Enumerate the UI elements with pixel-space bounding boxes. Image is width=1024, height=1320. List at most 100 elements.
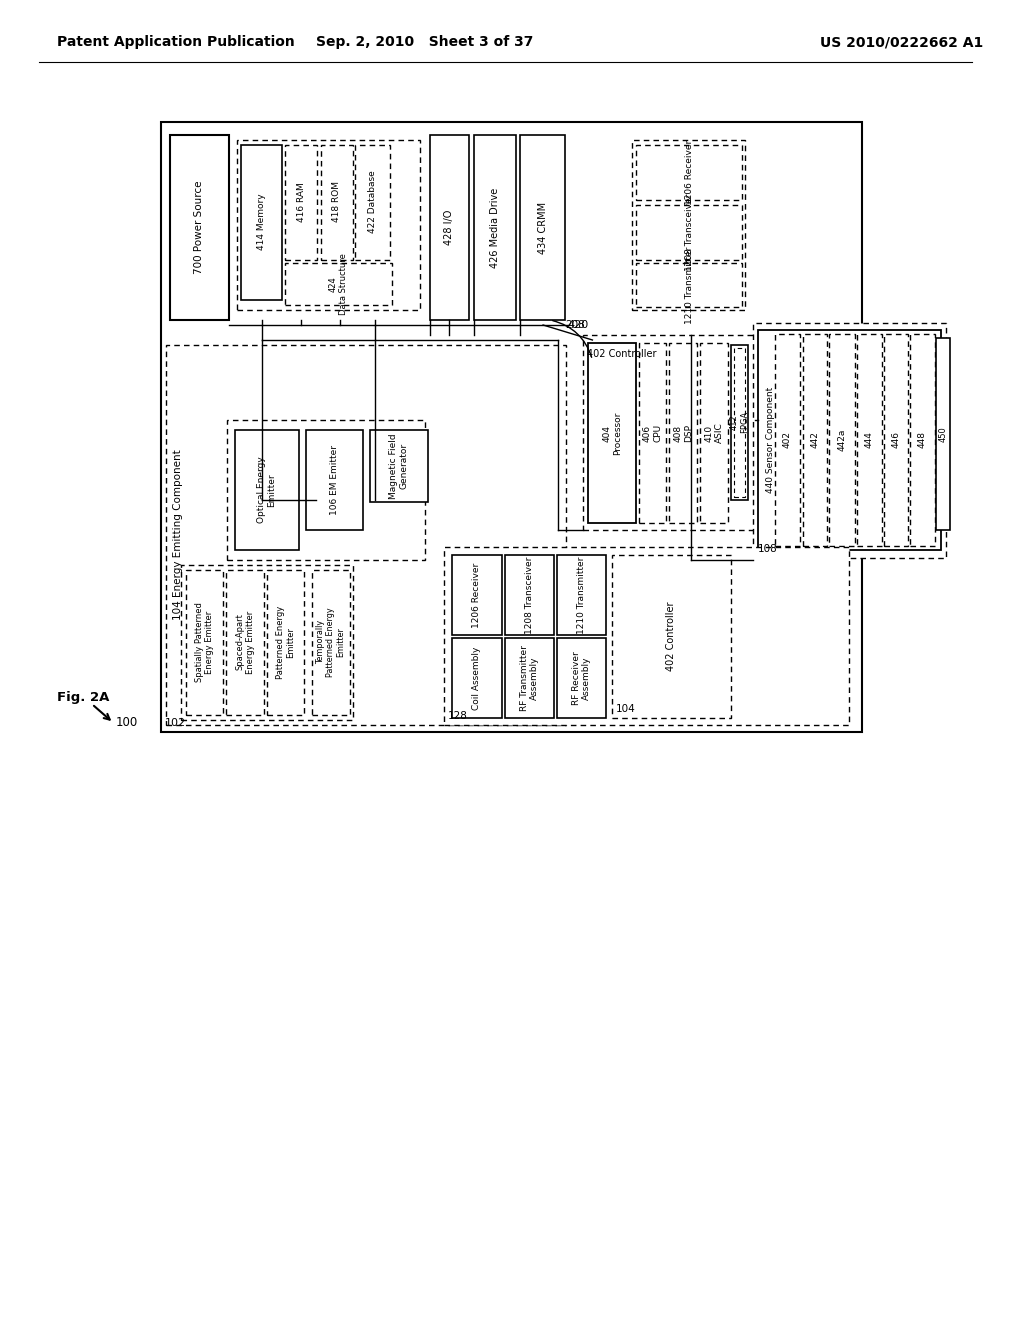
Text: 450: 450 — [938, 426, 947, 442]
Text: 1208 Transceiver: 1208 Transceiver — [524, 556, 534, 634]
Bar — [444, 546, 849, 725]
Text: 414 Memory: 414 Memory — [257, 194, 266, 251]
Bar — [312, 570, 349, 715]
Text: 1206 Receiver: 1206 Receiver — [685, 140, 693, 205]
Bar — [306, 430, 364, 531]
Text: 104: 104 — [616, 704, 636, 714]
Text: RF Transmitter
Assembly: RF Transmitter Assembly — [519, 645, 539, 711]
Bar — [612, 554, 731, 718]
Text: 440 Sensor Component: 440 Sensor Component — [766, 387, 775, 494]
Text: 108: 108 — [758, 544, 777, 554]
Bar — [355, 145, 390, 260]
Text: RF Receiver
Assembly: RF Receiver Assembly — [571, 651, 591, 705]
Text: 102: 102 — [165, 718, 186, 729]
Text: 412
FPGA: 412 FPGA — [730, 411, 750, 433]
Text: 402 Controller: 402 Controller — [587, 348, 656, 359]
Bar — [185, 570, 223, 715]
Text: 420: 420 — [567, 319, 589, 330]
Bar — [759, 330, 941, 550]
Text: 404
Processor: 404 Processor — [602, 412, 622, 454]
Bar — [700, 343, 728, 523]
Bar — [936, 338, 950, 531]
Text: Fig. 2A: Fig. 2A — [57, 692, 110, 705]
Text: Sep. 2, 2010   Sheet 3 of 37: Sep. 2, 2010 Sheet 3 of 37 — [315, 36, 534, 49]
Bar — [321, 145, 352, 260]
Text: 700 Power Source: 700 Power Source — [195, 181, 205, 275]
Bar — [453, 638, 502, 718]
Text: 100: 100 — [116, 717, 138, 730]
Text: 448: 448 — [918, 432, 927, 449]
Text: 1208 Transceiver: 1208 Transceiver — [685, 193, 693, 271]
Bar — [180, 565, 353, 719]
Bar — [857, 334, 882, 546]
Bar — [829, 334, 855, 546]
Text: Patent Application Publication: Patent Application Publication — [57, 36, 295, 49]
Bar — [636, 205, 741, 260]
Text: 442: 442 — [810, 432, 819, 449]
Bar — [639, 343, 667, 523]
Bar — [589, 343, 636, 523]
Bar — [583, 335, 756, 531]
Bar — [227, 420, 425, 560]
Text: 416 RAM: 416 RAM — [297, 182, 305, 222]
Bar — [505, 554, 554, 635]
Text: 428 I/O: 428 I/O — [444, 210, 455, 246]
Bar — [170, 135, 229, 319]
Text: 402: 402 — [782, 432, 792, 449]
Bar — [731, 345, 749, 500]
Text: US 2010/0222662 A1: US 2010/0222662 A1 — [819, 36, 983, 49]
Bar — [453, 554, 502, 635]
Bar — [161, 121, 862, 733]
Text: 410
ASIC: 410 ASIC — [705, 422, 724, 444]
Bar — [910, 334, 935, 546]
Text: 128: 128 — [449, 711, 468, 721]
Text: 426 Media Drive: 426 Media Drive — [490, 187, 500, 268]
Text: 106 EM Emitter: 106 EM Emitter — [330, 445, 339, 515]
Bar — [636, 145, 741, 201]
Bar — [286, 263, 392, 305]
Text: 1210 Transmitter: 1210 Transmitter — [685, 247, 693, 323]
Bar — [733, 348, 745, 498]
Text: Spaced-Apart
Energy Emitter: Spaced-Apart Energy Emitter — [236, 610, 255, 673]
Bar — [632, 140, 745, 310]
Bar — [474, 135, 516, 319]
Bar — [754, 323, 946, 558]
Bar — [371, 430, 428, 502]
Text: 1210 Transmitter: 1210 Transmitter — [578, 556, 586, 634]
Text: Spatially Patterned
Energy Emitter: Spatially Patterned Energy Emitter — [195, 602, 214, 682]
Bar — [237, 140, 420, 310]
Bar — [636, 263, 741, 308]
Bar — [286, 145, 317, 260]
Text: 208: 208 — [565, 319, 585, 330]
Bar — [429, 135, 469, 319]
Text: 422 Database: 422 Database — [368, 170, 377, 234]
Bar — [775, 334, 800, 546]
Text: 446: 446 — [891, 432, 900, 449]
Text: 418 ROM: 418 ROM — [332, 181, 341, 223]
Bar — [166, 345, 566, 725]
Text: Optical Energy
Emitter: Optical Energy Emitter — [257, 457, 276, 523]
Bar — [557, 554, 606, 635]
Bar — [884, 334, 908, 546]
Text: Coil Assembly: Coil Assembly — [472, 647, 481, 710]
Text: 104 Energy Emitting Component: 104 Energy Emitting Component — [173, 450, 182, 620]
Text: 402 Controller: 402 Controller — [667, 602, 677, 672]
Bar — [520, 135, 565, 319]
Bar — [670, 343, 697, 523]
Bar — [505, 638, 554, 718]
Bar — [557, 638, 606, 718]
Bar — [803, 334, 827, 546]
Bar — [241, 145, 283, 300]
Text: Magnetic Field
Generator: Magnetic Field Generator — [389, 433, 409, 499]
Text: Patterned Energy
Emitter: Patterned Energy Emitter — [275, 606, 295, 678]
Bar — [234, 430, 299, 550]
Text: Temporally
Patterned Energy
Emitter: Temporally Patterned Energy Emitter — [315, 607, 346, 677]
Text: 408
DSP: 408 DSP — [674, 424, 693, 442]
Text: 424
Data Structure: 424 Data Structure — [329, 253, 348, 315]
Text: 1206 Receiver: 1206 Receiver — [472, 562, 481, 627]
Text: 442a: 442a — [838, 429, 847, 451]
Bar — [226, 570, 263, 715]
Text: 406
CPU: 406 CPU — [643, 424, 663, 442]
Bar — [266, 570, 304, 715]
Text: 434 CRMM: 434 CRMM — [538, 202, 548, 253]
